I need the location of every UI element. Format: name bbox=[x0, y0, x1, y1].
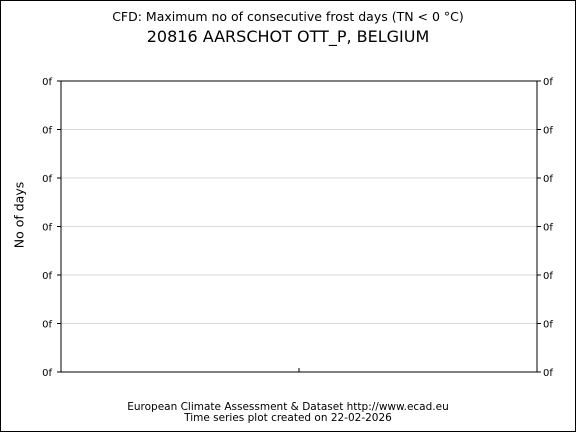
y-tick-label-left-6: 0f bbox=[42, 368, 52, 379]
chart-title: 20816 AARSCHOT OTT_P, BELGIUM bbox=[146, 27, 430, 46]
footer-created: Time series plot created on 22-02-2026 bbox=[184, 412, 392, 424]
y-tick-label-left-4: 0f bbox=[42, 271, 52, 282]
y-tick-label-right-6: 0f bbox=[543, 368, 553, 379]
y-tick-label-right-3: 0f bbox=[543, 223, 553, 234]
y-tick-label-right-1: 0f bbox=[543, 126, 553, 137]
y-tick-label-left-3: 0f bbox=[42, 223, 52, 234]
tick-label-layer: 0f 0f 0f 0f 0f 0f 0f 0f 0f 0f 0f 0f 0f 0f bbox=[42, 77, 553, 379]
chart-subtitle: CFD: Maximum no of consecutive frost day… bbox=[112, 9, 464, 24]
y-tick-label-right-0: 0f bbox=[543, 77, 553, 88]
y-tick-label-right-4: 0f bbox=[543, 271, 553, 282]
footer-credit: European Climate Assessment & Dataset ht… bbox=[127, 401, 449, 413]
y-tick-label-right-2: 0f bbox=[543, 174, 553, 185]
y-tick-label-right-5: 0f bbox=[543, 320, 553, 331]
tick-layer bbox=[57, 80, 541, 373]
y-tick-label-left-2: 0f bbox=[42, 174, 52, 185]
grid-layer bbox=[61, 129, 537, 324]
y-tick-label-left-0: 0f bbox=[42, 77, 52, 88]
y-tick-label-left-5: 0f bbox=[42, 320, 52, 331]
y-tick-label-left-1: 0f bbox=[42, 126, 52, 137]
